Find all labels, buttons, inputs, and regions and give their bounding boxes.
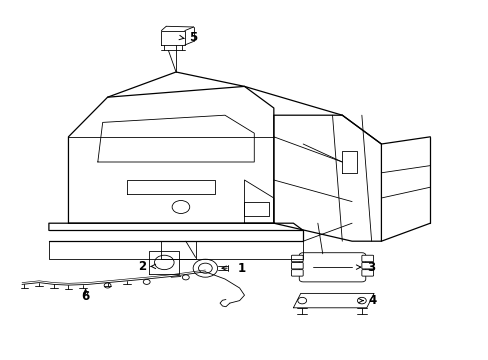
Text: 6: 6: [81, 291, 89, 303]
FancyBboxPatch shape: [291, 262, 303, 269]
FancyBboxPatch shape: [291, 255, 303, 262]
FancyBboxPatch shape: [361, 255, 373, 262]
FancyBboxPatch shape: [291, 270, 303, 276]
Text: 2: 2: [138, 260, 145, 273]
FancyBboxPatch shape: [299, 253, 365, 282]
Text: 4: 4: [368, 294, 376, 307]
Text: 3: 3: [367, 261, 375, 274]
FancyBboxPatch shape: [361, 262, 373, 269]
Text: 5: 5: [189, 31, 197, 44]
FancyBboxPatch shape: [361, 270, 373, 276]
Text: 1: 1: [238, 262, 245, 275]
